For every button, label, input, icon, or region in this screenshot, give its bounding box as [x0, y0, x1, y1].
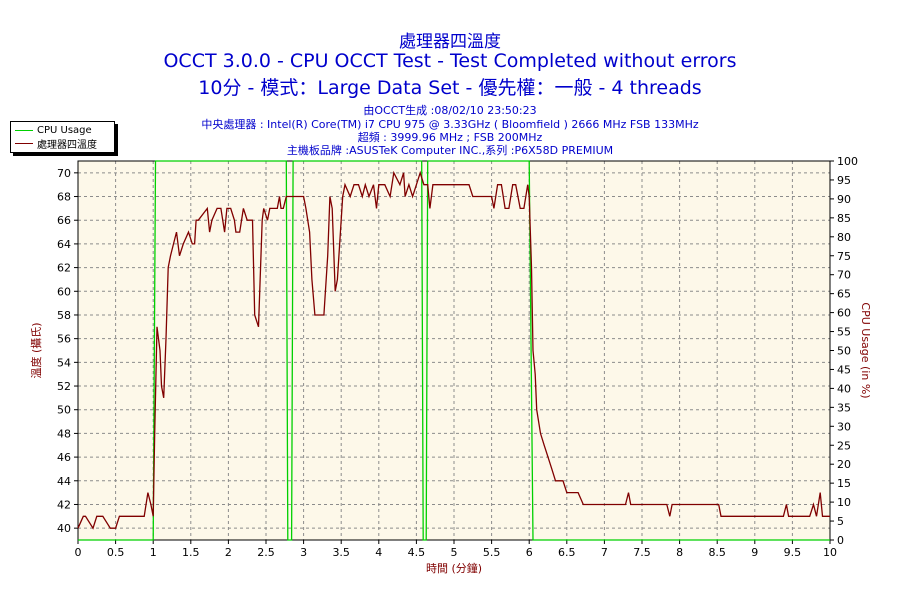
x-tick-label: 10: [823, 546, 837, 559]
y-right-tick-label: 60: [837, 307, 851, 320]
y-right-tick-label: 5: [837, 515, 844, 528]
plot-area: [78, 161, 830, 540]
x-axis-label: 時間 (分鐘): [426, 561, 482, 575]
y-left-tick-label: 46: [57, 451, 71, 464]
chart-title-cn: 處理器四溫度: [399, 32, 501, 52]
series-line-temperature: [77, 170, 830, 530]
x-tick-label: 2.5: [257, 546, 275, 559]
x-tick-label: 0.5: [107, 546, 125, 559]
y-right-tick-label: 20: [837, 458, 851, 471]
y-left-tick-label: 64: [57, 238, 71, 251]
x-tick-label: 4.5: [408, 546, 426, 559]
y-left-tick-label: 56: [57, 333, 71, 346]
y-left-tick-label: 44: [57, 475, 71, 488]
legend-swatch-temperature: [15, 143, 33, 144]
x-tick-label: 5: [451, 546, 458, 559]
y-left-tick-label: 68: [57, 191, 71, 204]
y-left-tick-label: 54: [57, 356, 71, 369]
chart-title: OCCT 3.0.0 - CPU OCCT Test - Test Comple…: [163, 50, 737, 72]
legend-item-cpu-usage: CPU Usage: [15, 124, 92, 137]
info-motherboard: 主機板品牌 :ASUSTeK Computer INC.,系列 :P6X58D …: [286, 144, 614, 157]
y-left-tick-label: 50: [57, 404, 71, 417]
y-left-tick-label: 66: [57, 214, 71, 227]
y-right-tick-label: 0: [837, 534, 844, 547]
y-right-tick-label: 45: [837, 363, 851, 376]
x-tick-label: 0: [75, 546, 82, 559]
y-right-tick-label: 15: [837, 477, 851, 490]
x-tick-label: 1: [150, 546, 157, 559]
y-right-tick-label: 65: [837, 288, 851, 301]
y-left-tick-label: 58: [57, 309, 71, 322]
y-left-tick-label: 70: [57, 167, 71, 180]
y-right-tick-label: 90: [837, 193, 851, 206]
y-right-axis-label: CPU Usage (in %): [859, 302, 872, 398]
x-tick-label: 5.5: [483, 546, 501, 559]
info-frequency: 超頻 : 3999.96 MHz ; FSB 200MHz: [357, 131, 543, 144]
y-right-tick-label: 80: [837, 231, 851, 244]
info-cpu: 中央處理器 : Intel(R) Core(TM) i7 CPU 975 @ 3…: [201, 118, 699, 131]
y-right-tick-label: 95: [837, 174, 851, 187]
series-line-cpu-usage: [78, 160, 830, 541]
y-left-tick-label: 42: [57, 498, 71, 511]
y-right-tick-label: 25: [837, 439, 851, 452]
y-right-tick-label: 75: [837, 250, 851, 263]
x-tick-label: 8.5: [708, 546, 726, 559]
y-left-tick-label: 52: [57, 380, 71, 393]
legend-item-temperature: 處理器四溫度: [15, 137, 97, 151]
x-tick-label: 7.5: [633, 546, 651, 559]
x-tick-label: 2: [225, 546, 232, 559]
y-left-axis-label: 溫度 (攝氏): [29, 322, 43, 378]
info-generated: 由OCCT生成 :08/02/10 23:50:23: [363, 104, 537, 117]
y-left-tick-label: 60: [57, 285, 71, 298]
legend-swatch-cpu-usage: [15, 130, 33, 131]
y-right-tick-label: 50: [837, 345, 851, 358]
y-right-tick-label: 100: [837, 155, 858, 168]
y-left-tick-label: 40: [57, 522, 71, 535]
x-tick-label: 8: [676, 546, 683, 559]
chart-legend: CPU Usage 處理器四溫度: [10, 121, 115, 153]
legend-label-cpu-usage: CPU Usage: [37, 125, 92, 136]
x-tick-label: 6.5: [558, 546, 576, 559]
y-right-tick-label: 30: [837, 420, 851, 433]
y-left-tick-label: 62: [57, 262, 71, 275]
legend-label-temperature: 處理器四溫度: [37, 140, 97, 151]
x-tick-label: 6: [526, 546, 533, 559]
y-right-tick-label: 35: [837, 401, 851, 414]
x-tick-label: 7: [601, 546, 608, 559]
y-right-tick-label: 10: [837, 496, 851, 509]
y-right-tick-label: 70: [837, 269, 851, 282]
y-left-tick-label: 48: [57, 427, 71, 440]
x-tick-label: 3: [300, 546, 307, 559]
x-tick-label: 9: [751, 546, 758, 559]
y-right-tick-label: 40: [837, 382, 851, 395]
x-tick-label: 9.5: [784, 546, 802, 559]
y-right-tick-label: 85: [837, 212, 851, 225]
x-tick-label: 4: [375, 546, 382, 559]
x-tick-label: 3.5: [332, 546, 350, 559]
chart-subtitle: 10分 - 模式：Large Data Set - 優先權：一般 - 4 thr…: [198, 77, 702, 99]
y-right-tick-label: 55: [837, 326, 851, 339]
x-tick-label: 1.5: [182, 546, 200, 559]
